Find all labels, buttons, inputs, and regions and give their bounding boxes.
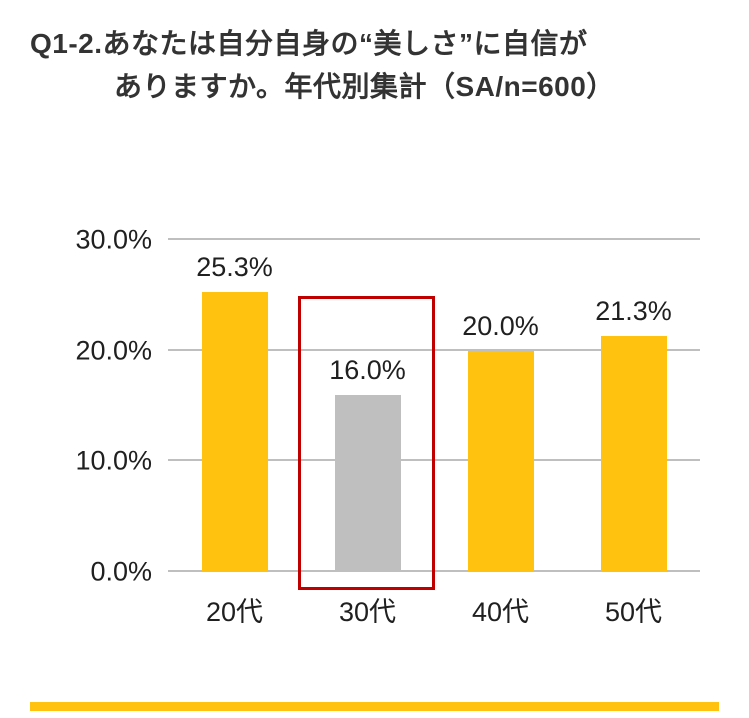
bar-30代	[334, 394, 401, 572]
x-axis-category-label-30代: 30代	[338, 597, 397, 627]
data-label-30代: 16.0%	[329, 354, 406, 385]
gridline-30.0%	[168, 238, 700, 240]
data-label-50代: 21.3%	[595, 296, 672, 327]
title-line-2: ありますか。年代別集計（SA/n=600）	[114, 71, 615, 103]
bar-group-40代: 20.0% 40代	[434, 240, 567, 627]
bar-40代	[467, 350, 534, 572]
bar-chart-plot-area: 0.0% 10.0% 20.0% 30.0% 25.3% 20代 16.0% 30代 20.0%…	[75, 225, 700, 627]
data-label-20代: 25.3%	[196, 252, 273, 283]
data-label-40代: 20.0%	[462, 310, 539, 341]
bar-group-20代: 25.3% 20代	[168, 240, 301, 627]
bar-row: 25.3% 20代 16.0% 30代 20.0% 40代 21.3% 50代	[168, 240, 700, 627]
y-axis-tick-label: 0.0%	[90, 556, 152, 587]
title-line-1: Q1-2.あなたは自分自身の“美しさ”に自信が	[30, 28, 588, 59]
x-axis-category-label-40代: 40代	[471, 597, 530, 627]
bar-group-50代: 21.3% 50代	[567, 240, 700, 627]
bar-50代	[600, 336, 667, 572]
y-axis-tick-label: 10.0%	[75, 445, 152, 476]
x-axis-category-label-50代: 50代	[604, 597, 663, 627]
y-axis-tick-label: 30.0%	[75, 224, 152, 255]
footer-accent-bar	[30, 702, 719, 711]
chart-title: Q1-2.あなたは自分自身の“美しさ”に自信が ありますか。年代別集計（SA/n…	[30, 22, 615, 109]
bar-group-30代: 16.0% 30代	[298, 240, 435, 627]
x-axis-category-label-20代: 20代	[205, 597, 264, 627]
y-axis-tick-label: 20.0%	[75, 335, 152, 366]
bar-20代	[201, 292, 268, 572]
